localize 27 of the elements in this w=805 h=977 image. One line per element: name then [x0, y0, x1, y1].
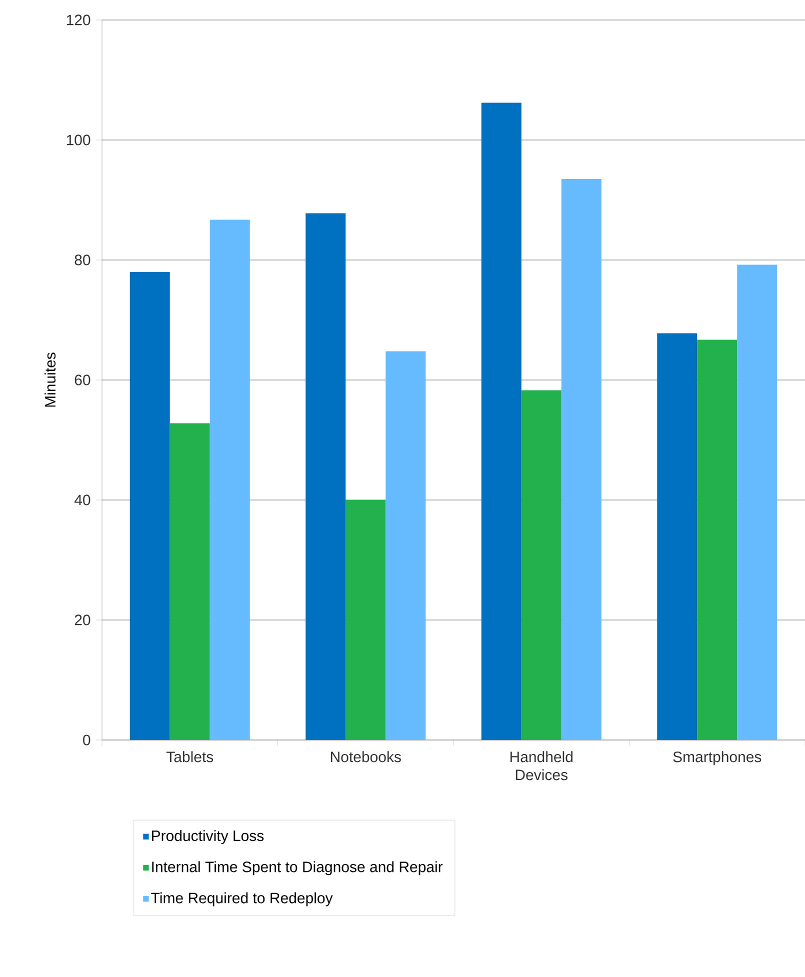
bar [386, 351, 426, 740]
bar [657, 333, 698, 740]
y-tick-label: 80 [74, 254, 90, 266]
bar [561, 178, 602, 740]
bar [130, 272, 170, 740]
bar [737, 264, 778, 740]
y-tick-label: 100 [66, 134, 90, 146]
bar [697, 340, 738, 740]
x-tick-label: Smartphones [673, 751, 762, 766]
legend-label: Internal Time Spent to Diagnose and Repair [152, 861, 443, 876]
y-tick-label: 120 [66, 14, 90, 26]
bar [170, 423, 210, 740]
bar [306, 213, 346, 740]
x-tick-label: Tablets [166, 751, 214, 762]
bar [481, 102, 522, 740]
y-tick-label: 20 [74, 614, 90, 626]
legend-label: Time Required to Redeploy [151, 892, 333, 906]
x-tick-label: Notebooks [331, 751, 401, 762]
bar [346, 500, 386, 740]
y-tick-label: 40 [74, 494, 90, 506]
bar [521, 390, 562, 740]
bar [210, 220, 250, 740]
y-axis-title: Minuites [44, 352, 56, 407]
y-tick-label: 60 [74, 374, 90, 386]
legend-label: Productivity Loss [152, 830, 264, 844]
x-tick-label: Handheld Devices [510, 751, 572, 780]
y-tick-label: 0 [83, 734, 90, 746]
